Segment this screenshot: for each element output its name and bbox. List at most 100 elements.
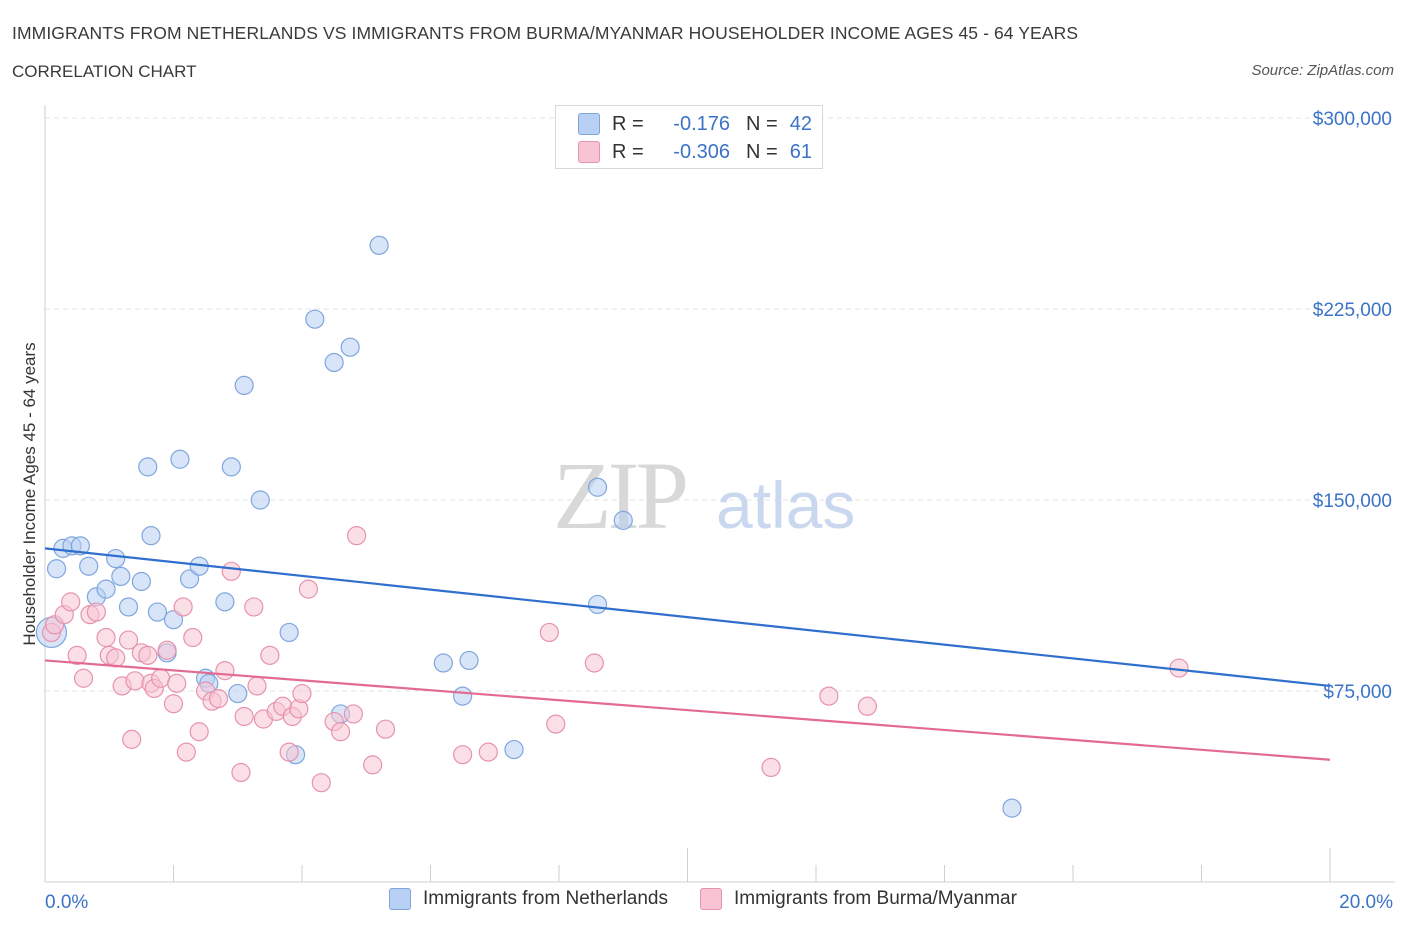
y-axis-label: Householder Income Ages 45 - 64 years [20,342,39,645]
burma-point [539,622,559,643]
series-legend: Immigrants from Netherlands Immigrants f… [0,888,1406,910]
stats-legend: R = -0.176 N = 42 R = -0.306 N = 61 [555,105,823,169]
netherlands-point [279,622,299,643]
y-tick-label: $75,000 [1323,682,1392,703]
burma-point [106,648,126,668]
burma-point [118,630,139,650]
burma-point [167,673,187,693]
legend-swatch-netherlands [389,888,412,910]
burma-point [173,597,193,617]
legend-swatch-burma [578,141,600,163]
burma-point [183,627,203,648]
x-tick-label-min: 0.0% [45,892,88,913]
burma-point [96,627,116,648]
burma-point [163,694,184,714]
netherlands-point [147,602,168,622]
trend-line-burma [44,659,1331,761]
netherlands-point [96,579,116,599]
r-label: R = [612,140,644,163]
chart-subtitle: CORRELATION CHART [12,62,197,81]
burma-point [247,676,267,696]
netherlands-point [324,352,344,373]
burma-point [215,661,235,681]
n-value: 42 [789,112,812,135]
watermark-zip: ZIP [553,442,686,549]
n-label: N = [746,112,778,135]
legend-row-burma: R = -0.306 N = 61 [578,139,812,165]
legend-swatch-netherlands [578,113,600,135]
r-value: -0.306 [673,140,730,163]
burma-point [208,689,229,709]
y-tick-label: $225,000 [1313,300,1392,321]
series-burma [41,526,1189,793]
netherlands-point [234,375,254,395]
burma-point [857,696,878,716]
source-credit: Source: ZipAtlas.com [1251,62,1394,79]
legend-item-burma[interactable]: Immigrants from Burma/Myanmar [700,888,1017,910]
netherlands-point [453,686,473,706]
burma-point [819,686,839,706]
burma-point [151,668,171,688]
netherlands-point [250,490,270,510]
burma-point [347,526,367,546]
burma-point [221,561,241,581]
netherlands-point [305,309,325,329]
burma-point [546,714,566,734]
burma-point [189,722,209,742]
netherlands-point [79,556,99,576]
burma-point [260,645,280,665]
burma-point [125,671,145,691]
burma-point [478,742,498,762]
netherlands-point [141,526,161,546]
legend-swatch-burma [700,888,722,910]
burma-point [157,640,177,660]
netherlands-point [459,650,479,671]
netherlands-point [587,477,608,497]
legend-label-netherlands: Immigrants from Netherlands [423,888,668,909]
burma-point [584,653,604,673]
netherlands-point [221,457,241,477]
netherlands-point [118,597,139,617]
netherlands-point [587,594,608,615]
r-value: -0.176 [673,112,730,135]
netherlands-point [215,592,235,612]
burma-point [122,729,142,749]
burma-point [363,755,383,775]
burma-point [343,704,363,724]
netherlands-point [179,569,200,589]
netherlands-point [111,566,131,587]
netherlands-point [433,653,453,673]
series-netherlands [35,235,1022,818]
watermark: ZIP atlas [553,442,855,549]
legend-item-netherlands[interactable]: Immigrants from Netherlands [389,888,668,910]
legend-label-burma: Immigrants from Burma/Myanmar [734,888,1017,909]
n-label: N = [746,140,778,163]
trend-line-netherlands [44,547,1331,688]
burma-point [176,742,196,762]
x-tick-label-max: 20.0% [1339,892,1393,913]
burma-point [375,719,396,739]
burma-point [244,597,264,617]
burma-point [73,668,94,688]
netherlands-point [369,235,389,255]
burma-point [330,722,351,742]
burma-point [279,742,299,762]
burma-point [61,592,81,612]
netherlands-point [613,510,633,530]
netherlands-point [170,449,190,469]
burma-point [311,773,331,793]
n-value: 61 [789,140,812,163]
netherlands-point [46,559,67,579]
chart-title: IMMIGRANTS FROM NETHERLANDS VS IMMIGRANT… [12,23,1079,43]
y-tick-label: $150,000 [1313,491,1392,512]
r-label: R = [612,112,644,135]
axes [44,105,1395,883]
burma-point [292,683,312,704]
burma-point [453,745,473,765]
netherlands-point [1002,798,1022,818]
tick-labels: $300,000 $225,000 $150,000 $75,000 0.0% 20.0% [45,109,1393,913]
burma-point [298,579,319,599]
burma-point [761,757,781,778]
trend-lines [44,547,1331,761]
